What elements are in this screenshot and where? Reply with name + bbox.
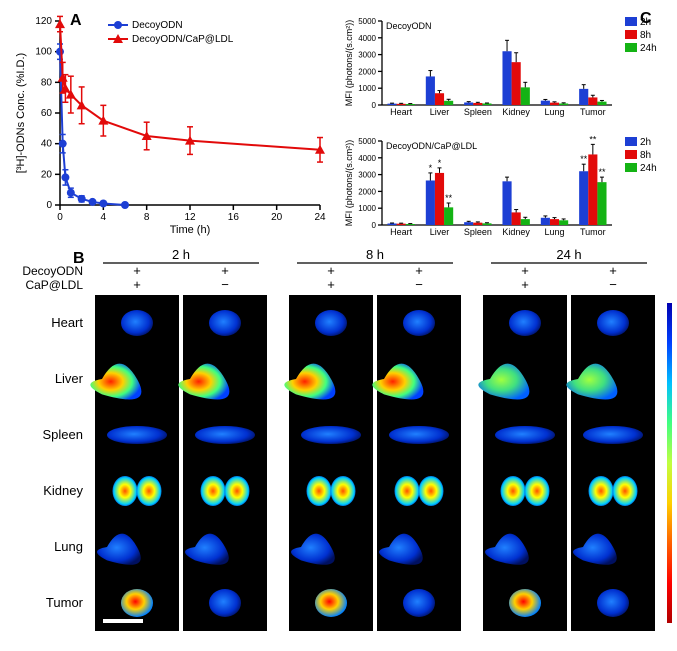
svg-text:−: − [221, 277, 229, 292]
svg-text:+: + [521, 277, 529, 292]
svg-text:Heart: Heart [390, 227, 413, 237]
panel-b-svg: B 2 h8 h24 hDecoyODN++++++CaP@LDL+−+−+− … [5, 245, 672, 645]
chart-c-sub1: 0 1000 2000 3000 4000 5000 MFI (photons/(s.cm²… [344, 17, 612, 117]
svg-text:Liver: Liver [430, 107, 450, 117]
svg-text:0: 0 [46, 200, 52, 211]
svg-text:Kidney: Kidney [502, 107, 530, 117]
chart-a-yticks: 0 20 40 60 80 100 120 [35, 16, 60, 211]
svg-text:5000: 5000 [358, 137, 376, 146]
chart-a-svg: A 0 20 40 60 80 100 120 0 4 8 12 16 20 24 Time (h) [… [10, 5, 330, 240]
svg-text:+: + [133, 277, 141, 292]
svg-text:24h: 24h [640, 163, 657, 174]
svg-text:3000: 3000 [358, 51, 376, 60]
svg-text:−: − [609, 277, 617, 292]
svg-text:20: 20 [271, 212, 283, 223]
svg-text:Spleen: Spleen [43, 427, 83, 442]
svg-text:4000: 4000 [358, 34, 376, 43]
svg-text:1000: 1000 [358, 84, 376, 93]
svg-text:Heart: Heart [390, 107, 413, 117]
svg-text:**: ** [580, 154, 588, 164]
svg-text:Liver: Liver [55, 371, 84, 386]
svg-text:Tumor: Tumor [46, 595, 84, 610]
chart-a-series [55, 16, 325, 209]
svg-text:12: 12 [184, 212, 196, 223]
svg-text:Tumor: Tumor [580, 227, 606, 237]
svg-text:60: 60 [41, 108, 53, 119]
svg-text:+: + [327, 263, 335, 278]
svg-text:Liver: Liver [430, 227, 450, 237]
svg-text:24h: 24h [640, 43, 657, 54]
panel-b: B 2 h8 h24 hDecoyODN++++++CaP@LDL+−+−+− … [5, 245, 672, 645]
svg-text:0: 0 [57, 212, 63, 223]
svg-text:5000: 5000 [358, 17, 376, 26]
svg-text:+: + [221, 263, 229, 278]
panel-b-organs: Heart Liver Spleen Kidney Lung Tumor [43, 295, 655, 631]
svg-text:+: + [133, 263, 141, 278]
chart-c-svg: C 010002000300040005000MFI (photons/(s.c… [340, 5, 670, 240]
svg-text:100: 100 [35, 47, 52, 58]
svg-text:4000: 4000 [358, 154, 376, 163]
svg-text:Lung: Lung [544, 227, 564, 237]
svg-text:**: ** [589, 134, 597, 144]
panel-c: C 010002000300040005000MFI (photons/(s.c… [340, 5, 670, 240]
svg-text:80: 80 [41, 77, 53, 88]
svg-text:+: + [415, 263, 423, 278]
svg-text:Tumor: Tumor [580, 107, 606, 117]
svg-text:24: 24 [314, 212, 326, 223]
svg-text:+: + [327, 277, 335, 292]
svg-text:Kidney: Kidney [502, 227, 530, 237]
svg-text:16: 16 [228, 212, 240, 223]
svg-text:−: − [415, 277, 423, 292]
svg-text:2000: 2000 [358, 187, 376, 196]
svg-text:Lung: Lung [54, 539, 83, 554]
svg-text:8h: 8h [640, 30, 651, 41]
chart-a-xlabel: Time (h) [170, 224, 211, 236]
svg-text:2h: 2h [640, 17, 651, 28]
svg-text:DecoyODN: DecoyODN [22, 264, 83, 278]
svg-text:8h: 8h [640, 150, 651, 161]
svg-text:Spleen: Spleen [464, 107, 492, 117]
panel-a-letter: A [70, 12, 82, 29]
chart-c-legend: 2h 2h 8h 8h 24h 24h [625, 17, 657, 174]
panel-a: A 0 20 40 60 80 100 120 0 4 8 12 16 20 24 Time (h) [… [10, 5, 330, 240]
svg-text:CaP@LDL: CaP@LDL [25, 278, 83, 292]
svg-text:DecoyODN: DecoyODN [132, 20, 183, 31]
svg-text:4: 4 [101, 212, 107, 223]
chart-a-ylabel: [³H]-ODNs Conc. (%I.D.) [15, 53, 27, 173]
panel-b-colorbar: ×10³2.03.04.05.06.0 [667, 284, 672, 630]
svg-text:3000: 3000 [358, 171, 376, 180]
chart-a-axes [60, 21, 320, 205]
svg-text:24 h: 24 h [556, 247, 581, 262]
svg-text:Spleen: Spleen [464, 227, 492, 237]
svg-text:8 h: 8 h [366, 247, 384, 262]
svg-text:Lung: Lung [544, 107, 564, 117]
svg-text:2000: 2000 [358, 67, 376, 76]
svg-text:+: + [521, 263, 529, 278]
svg-text:**: ** [445, 193, 453, 203]
svg-text:MFI (photons/(s.cm²)): MFI (photons/(s.cm²)) [344, 140, 354, 227]
chart-a-legend: DecoyODN DecoyODN/CaP@LDL [108, 20, 234, 45]
svg-text:+: + [609, 263, 617, 278]
panel-b-headers: 2 h8 h24 hDecoyODN++++++CaP@LDL+−+−+− [22, 247, 647, 292]
svg-text:0: 0 [372, 221, 377, 230]
svg-text:0: 0 [372, 101, 377, 110]
svg-text:40: 40 [41, 139, 53, 150]
svg-text:120: 120 [35, 16, 52, 27]
svg-text:DecoyODN/CaP@LDL: DecoyODN/CaP@LDL [132, 34, 234, 45]
chart-a-xticks: 0 4 8 12 16 20 24 [57, 205, 326, 223]
svg-text:*: * [429, 163, 433, 173]
svg-text:Heart: Heart [51, 315, 83, 330]
svg-text:MFI (photons/(s.cm²)): MFI (photons/(s.cm²)) [344, 20, 354, 107]
svg-text:2 h: 2 h [172, 247, 190, 262]
svg-text:*: * [438, 158, 442, 168]
svg-text:DecoyODN/CaP@LDL: DecoyODN/CaP@LDL [386, 141, 477, 151]
svg-text:2h: 2h [640, 137, 651, 148]
svg-text:8: 8 [144, 212, 150, 223]
svg-text:Kidney: Kidney [43, 483, 83, 498]
svg-text:1000: 1000 [358, 204, 376, 213]
svg-text:20: 20 [41, 169, 53, 180]
svg-text:DecoyODN: DecoyODN [386, 21, 432, 31]
svg-text:**: ** [598, 167, 606, 177]
chart-c-sub2: 0 1000 2000 3000 4000 5000 MFI (photons/(s.cm²… [344, 134, 612, 237]
